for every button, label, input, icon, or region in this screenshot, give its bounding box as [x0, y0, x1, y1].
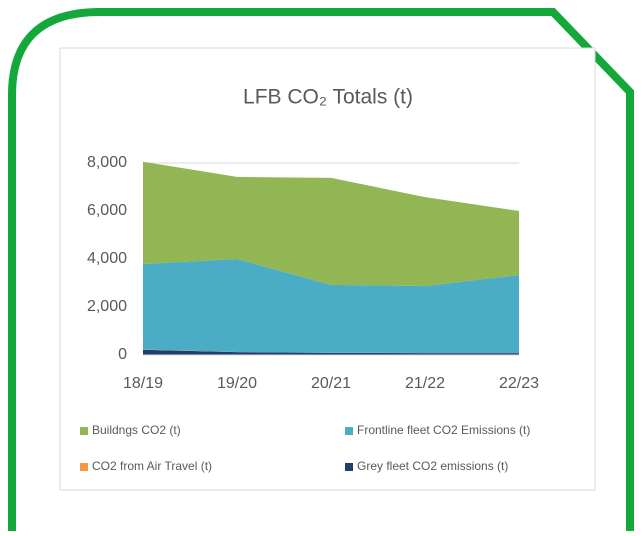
- y-tick-label: 6,000: [87, 202, 127, 219]
- legend-label: Buildngs CO2 (t): [92, 423, 181, 437]
- y-tick-label: 4,000: [87, 250, 127, 267]
- x-tick-label: 20/21: [311, 375, 351, 392]
- y-tick-label: 0: [118, 346, 127, 363]
- y-tick-label: 8,000: [87, 154, 127, 171]
- legend-swatch: [80, 427, 88, 435]
- legend-swatch: [345, 463, 353, 471]
- frame: [8, 7, 634, 531]
- legend-label: Grey fleet CO2 emissions (t): [357, 459, 508, 473]
- x-tick-label: 21/22: [405, 375, 445, 392]
- x-tick-label: 22/23: [499, 375, 539, 392]
- legend-swatch: [345, 427, 353, 435]
- chart-title: LFB CO₂ Totals (t): [243, 86, 413, 109]
- legend-label: Frontline fleet CO2 Emissions (t): [357, 423, 530, 437]
- x-tick-label: 19/20: [217, 375, 257, 392]
- area: [143, 161, 519, 286]
- y-tick-label: 2,000: [87, 298, 127, 315]
- x-tick-label: 18/19: [123, 375, 163, 392]
- legend-label: CO2 from Air Travel (t): [92, 459, 212, 473]
- legend-swatch: [80, 463, 88, 471]
- area: [143, 349, 519, 355]
- area: [143, 259, 519, 354]
